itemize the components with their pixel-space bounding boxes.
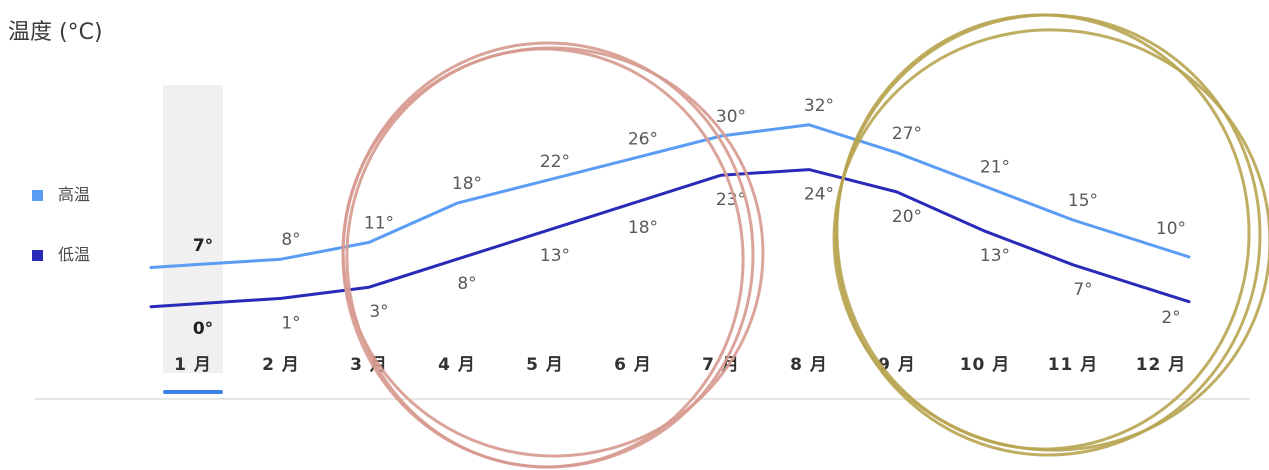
low-value-label: 13°	[540, 246, 570, 266]
month-tick-label[interactable]: 11 月	[1048, 355, 1099, 375]
low-value-label: 3°	[369, 302, 388, 322]
legend-label: 低温	[58, 245, 90, 264]
high-value-label: 11°	[364, 213, 394, 233]
month-tick-label[interactable]: 10 月	[960, 355, 1011, 375]
month-tick-label[interactable]: 9 月	[878, 355, 916, 375]
series-line-high	[149, 123, 1191, 269]
low-value-label: 7°	[1073, 280, 1092, 300]
low-value-label: 13°	[980, 246, 1010, 266]
low-value-label: 1°	[281, 313, 300, 333]
month-tick-label[interactable]: 8 月	[790, 355, 828, 375]
low-value-label: 2°	[1161, 308, 1180, 328]
month-tick-label[interactable]: 1 月	[174, 355, 212, 375]
selected-month-underline	[163, 390, 223, 394]
legend-swatch	[32, 250, 43, 261]
month-tick-label[interactable]: 5 月	[526, 355, 564, 375]
series-lines	[149, 123, 1191, 309]
chart-title: 温度 (°C)	[8, 20, 103, 45]
value-labels: 7° 8° 11° 18° 22° 26° 30° 32° 27° 21° 15° 10° 0° 1° 3°…	[193, 96, 1186, 339]
high-value-label: 32°	[804, 96, 834, 116]
legend-label: 高温	[58, 185, 90, 204]
high-value-label: 10°	[1156, 219, 1186, 239]
high-value-label: 18°	[452, 174, 482, 194]
low-value-label: 24°	[804, 185, 834, 205]
low-value-label: 23°	[716, 190, 746, 210]
high-value-label: 30°	[716, 107, 746, 127]
annotation-circle	[345, 47, 745, 469]
month-tick-label[interactable]: 4 月	[438, 355, 476, 375]
low-value-label: 8°	[457, 274, 476, 294]
month-tick-label[interactable]: 2 月	[262, 355, 300, 375]
high-value-label: 27°	[892, 124, 922, 144]
series-line-low	[149, 168, 1191, 309]
selected-month-highlight	[163, 85, 223, 373]
high-value-label: 21°	[980, 157, 1010, 177]
high-value-label: 15°	[1068, 191, 1098, 211]
low-value-label: 0°	[193, 319, 213, 339]
annotation-circles	[341, 13, 1269, 469]
high-value-label: 8°	[281, 230, 300, 250]
month-tick-label[interactable]: 12 月	[1136, 355, 1187, 375]
low-value-label: 18°	[628, 218, 658, 238]
legend-swatch	[32, 190, 43, 201]
month-tick-label[interactable]: 6 月	[614, 355, 652, 375]
high-value-label: 26°	[628, 129, 658, 149]
annotation-circle	[835, 13, 1251, 451]
high-value-label: 7°	[193, 236, 213, 256]
annotation-circle	[341, 46, 765, 458]
high-value-label: 22°	[540, 152, 570, 172]
low-value-label: 20°	[892, 207, 922, 227]
